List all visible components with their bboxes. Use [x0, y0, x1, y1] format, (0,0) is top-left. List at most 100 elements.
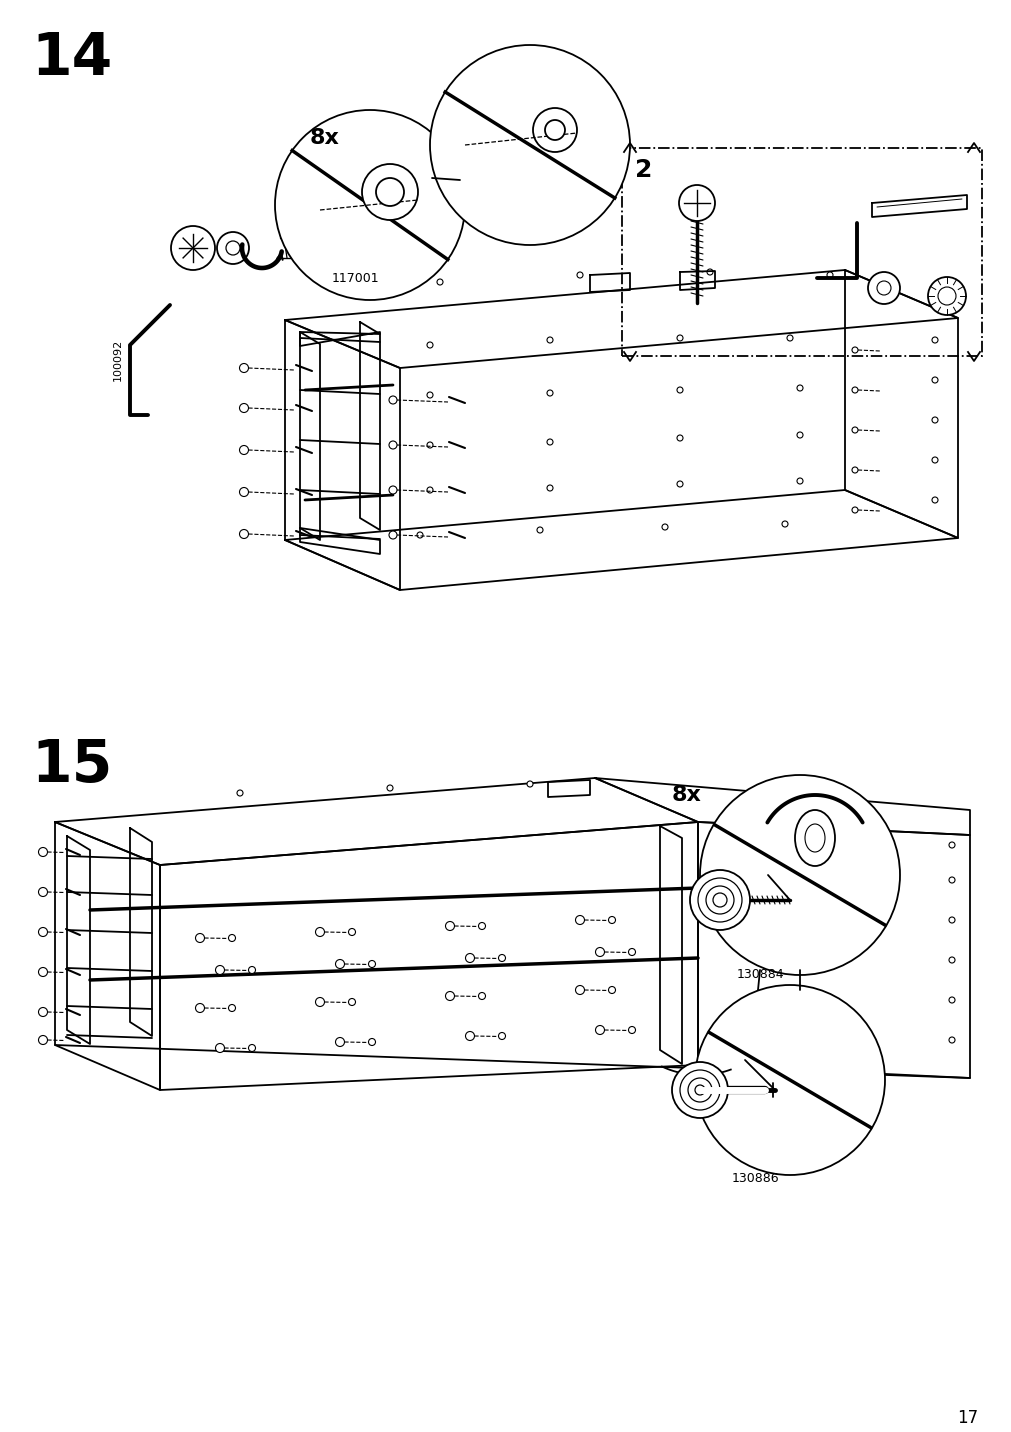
Circle shape: [195, 934, 204, 942]
Circle shape: [851, 507, 857, 513]
Circle shape: [533, 107, 576, 152]
Circle shape: [877, 281, 890, 295]
Circle shape: [225, 241, 240, 255]
Circle shape: [237, 790, 243, 796]
Text: 130886: 130886: [731, 1171, 778, 1184]
Circle shape: [545, 120, 564, 140]
Circle shape: [417, 533, 423, 538]
Circle shape: [348, 928, 355, 935]
Circle shape: [931, 417, 937, 422]
Circle shape: [948, 997, 954, 1002]
Circle shape: [249, 1044, 255, 1051]
Circle shape: [427, 442, 433, 448]
Circle shape: [782, 521, 788, 527]
Circle shape: [38, 848, 48, 856]
Circle shape: [787, 335, 793, 341]
Circle shape: [937, 286, 955, 305]
Circle shape: [216, 232, 249, 263]
Text: 2: 2: [635, 158, 652, 182]
Text: 8x: 8x: [671, 785, 702, 805]
Circle shape: [362, 165, 418, 221]
Circle shape: [679, 1070, 719, 1110]
Circle shape: [851, 347, 857, 354]
Circle shape: [851, 467, 857, 473]
Circle shape: [465, 1031, 474, 1041]
Circle shape: [851, 387, 857, 392]
Circle shape: [38, 1035, 48, 1044]
Circle shape: [948, 916, 954, 924]
Circle shape: [376, 178, 403, 206]
Circle shape: [576, 272, 582, 278]
Circle shape: [851, 427, 857, 432]
Text: 8x: 8x: [309, 127, 340, 147]
Text: 100092: 100092: [113, 339, 123, 381]
Circle shape: [547, 337, 552, 344]
Text: 14: 14: [31, 30, 112, 86]
Circle shape: [826, 272, 832, 278]
Circle shape: [430, 44, 630, 245]
Circle shape: [537, 527, 543, 533]
Circle shape: [38, 928, 48, 937]
Circle shape: [948, 1037, 954, 1042]
Circle shape: [676, 481, 682, 487]
Circle shape: [687, 1078, 712, 1103]
Circle shape: [498, 1032, 506, 1040]
Circle shape: [676, 387, 682, 392]
Circle shape: [215, 1044, 224, 1053]
Circle shape: [628, 948, 635, 955]
Circle shape: [348, 998, 355, 1005]
Circle shape: [527, 780, 533, 788]
Circle shape: [676, 335, 682, 341]
Circle shape: [797, 478, 802, 484]
Ellipse shape: [795, 811, 834, 866]
Circle shape: [336, 1038, 344, 1047]
Circle shape: [38, 888, 48, 896]
Circle shape: [608, 987, 615, 994]
Circle shape: [336, 959, 344, 968]
Circle shape: [275, 110, 464, 299]
Circle shape: [427, 342, 433, 348]
Circle shape: [240, 445, 249, 454]
Circle shape: [465, 954, 474, 962]
Text: 17: 17: [956, 1409, 978, 1428]
Circle shape: [698, 878, 741, 922]
Text: 130884: 130884: [735, 968, 784, 981]
Circle shape: [368, 1038, 375, 1045]
Circle shape: [228, 935, 236, 941]
Circle shape: [388, 441, 396, 450]
Circle shape: [575, 985, 584, 994]
Circle shape: [931, 457, 937, 463]
Ellipse shape: [804, 823, 824, 852]
Circle shape: [478, 922, 485, 929]
Circle shape: [445, 991, 454, 1001]
Circle shape: [690, 871, 749, 929]
Circle shape: [240, 364, 249, 372]
Circle shape: [171, 226, 214, 271]
Text: 15: 15: [31, 736, 112, 793]
Circle shape: [315, 998, 325, 1007]
Circle shape: [249, 967, 255, 974]
Circle shape: [948, 876, 954, 884]
Circle shape: [315, 928, 325, 937]
Circle shape: [594, 1025, 604, 1034]
Circle shape: [427, 392, 433, 398]
Circle shape: [706, 886, 733, 914]
Circle shape: [797, 385, 802, 391]
Circle shape: [661, 524, 667, 530]
Circle shape: [695, 985, 885, 1176]
Circle shape: [228, 1004, 236, 1011]
Circle shape: [948, 957, 954, 962]
Circle shape: [38, 1008, 48, 1017]
Circle shape: [38, 968, 48, 977]
Circle shape: [628, 1027, 635, 1034]
Text: 117001: 117001: [331, 272, 378, 285]
Circle shape: [388, 531, 396, 538]
Circle shape: [927, 276, 966, 315]
Circle shape: [700, 775, 899, 975]
Circle shape: [547, 485, 552, 491]
Circle shape: [498, 955, 506, 961]
Circle shape: [427, 487, 433, 493]
Circle shape: [547, 390, 552, 397]
Circle shape: [713, 894, 726, 906]
Circle shape: [797, 432, 802, 438]
